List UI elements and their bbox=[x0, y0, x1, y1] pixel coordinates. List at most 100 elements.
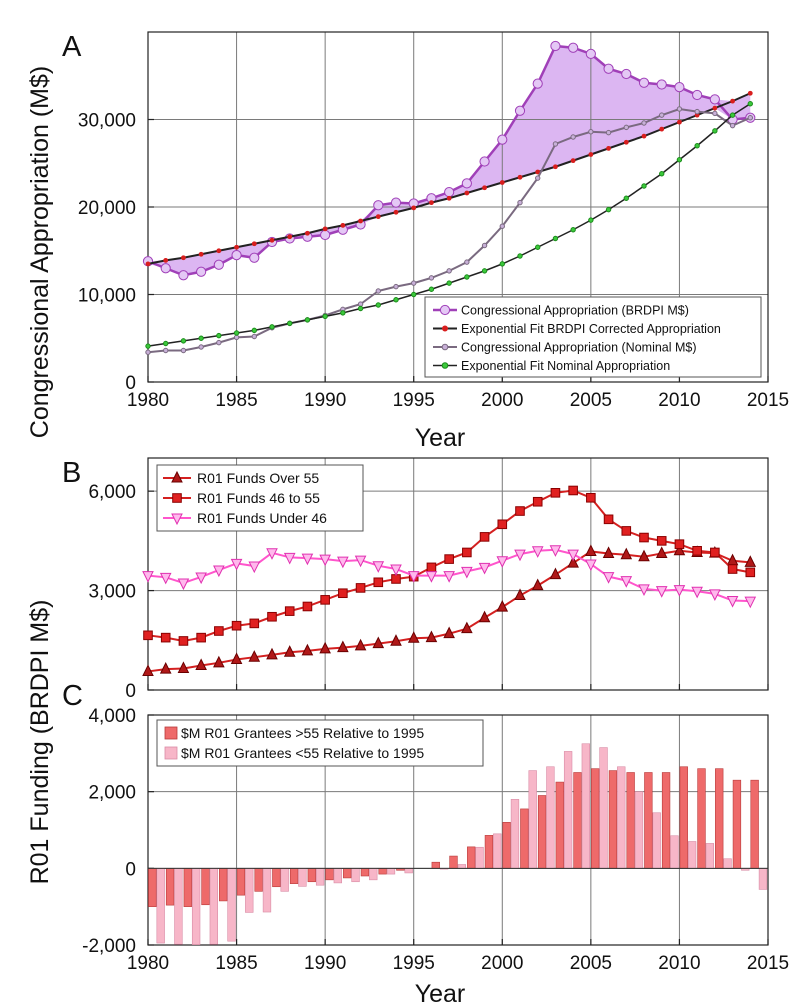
bar-c-1 bbox=[183, 868, 192, 907]
bar-c-2 bbox=[369, 868, 378, 881]
data-point-b-1 bbox=[266, 647, 278, 660]
data-point-a-1 bbox=[479, 156, 490, 167]
data-point-a-3 bbox=[375, 288, 381, 294]
data-point-a-4 bbox=[552, 235, 559, 242]
bar-c-2 bbox=[599, 747, 608, 869]
x-tick-label: 1990 bbox=[304, 953, 346, 974]
data-point-b-2 bbox=[426, 562, 437, 573]
data-point-b-3 bbox=[567, 549, 579, 562]
data-point-b-2 bbox=[267, 611, 277, 622]
bar-c-2 bbox=[687, 841, 697, 869]
data-point-a-4 bbox=[747, 101, 753, 107]
x-tick-label: 2010 bbox=[658, 390, 700, 411]
data-point-a-4 bbox=[464, 274, 470, 280]
x-tick-label: 2000 bbox=[481, 390, 523, 411]
legend-marker-b-1 bbox=[171, 470, 183, 483]
data-point-a-2 bbox=[429, 200, 434, 206]
data-point-a-1 bbox=[638, 77, 650, 88]
data-point-a-3 bbox=[446, 268, 452, 274]
y-tick-label: 6,000 bbox=[88, 482, 136, 503]
x-tick-label: 1980 bbox=[127, 953, 169, 974]
data-point-b-3 bbox=[443, 571, 455, 583]
data-point-a-2 bbox=[358, 218, 363, 224]
data-point-a-2 bbox=[163, 257, 169, 263]
bar-c-2 bbox=[705, 843, 714, 869]
data-point-b-1 bbox=[602, 546, 615, 558]
data-point-a-1 bbox=[585, 48, 596, 59]
data-point-a-2 bbox=[588, 152, 594, 157]
data-point-b-3 bbox=[142, 571, 154, 583]
data-point-b-1 bbox=[319, 641, 331, 654]
data-point-b-2 bbox=[532, 496, 543, 507]
data-point-a-2 bbox=[712, 105, 718, 111]
data-point-a-4 bbox=[393, 297, 399, 303]
data-point-b-2 bbox=[692, 546, 702, 556]
bar-c-1 bbox=[254, 868, 263, 892]
data-point-a-1 bbox=[444, 187, 455, 198]
bar-c-1 bbox=[165, 868, 175, 906]
data-point-a-3 bbox=[659, 112, 665, 118]
y-tick-label: 30,000 bbox=[78, 111, 136, 132]
bar-c-1 bbox=[343, 868, 352, 879]
data-point-a-3 bbox=[233, 334, 240, 341]
x-tick-label: 1980 bbox=[127, 390, 169, 411]
data-point-a-1 bbox=[603, 63, 614, 74]
data-point-a-3 bbox=[428, 275, 435, 281]
data-point-b-1 bbox=[230, 652, 243, 665]
data-point-b-2 bbox=[674, 539, 685, 549]
legend-b bbox=[156, 464, 364, 532]
data-point-b-2 bbox=[568, 485, 578, 496]
data-point-a-1 bbox=[568, 42, 579, 53]
bar-c-2 bbox=[510, 799, 520, 869]
bar-c-1 bbox=[608, 770, 618, 869]
x-tick-label: 1985 bbox=[215, 953, 257, 974]
data-point-b-3 bbox=[744, 596, 757, 609]
data-point-a-4 bbox=[340, 310, 346, 316]
data-point-a-4 bbox=[641, 183, 647, 189]
data-point-b-2 bbox=[639, 532, 649, 543]
data-point-b-2 bbox=[479, 532, 490, 542]
x-tick-label: 2005 bbox=[570, 953, 612, 974]
x-axis-title-a: Year bbox=[415, 424, 466, 452]
bar-c-1 bbox=[697, 768, 706, 869]
data-point-b-2 bbox=[727, 564, 738, 574]
bar-c-1 bbox=[573, 772, 582, 869]
data-point-b-1 bbox=[655, 546, 668, 558]
data-point-a-2 bbox=[198, 251, 204, 257]
x-tick-label: 1995 bbox=[393, 953, 435, 974]
data-point-b-1 bbox=[195, 658, 207, 670]
legend-label-b-3: R01 Funds Under 46 bbox=[197, 510, 327, 526]
y-tick-label: 20,000 bbox=[78, 198, 136, 219]
data-point-b-1 bbox=[213, 655, 225, 668]
data-point-a-4 bbox=[499, 261, 505, 267]
data-point-b-3 bbox=[301, 553, 314, 566]
data-point-b-3 bbox=[496, 556, 509, 568]
data-point-b-2 bbox=[196, 632, 206, 643]
bar-c-2 bbox=[262, 868, 272, 913]
data-point-b-3 bbox=[691, 586, 703, 599]
data-point-b-1 bbox=[301, 643, 314, 656]
y-tick-label: 0 bbox=[125, 681, 136, 702]
bar-c-2 bbox=[758, 868, 768, 890]
data-point-a-3 bbox=[747, 115, 753, 121]
data-point-a-4 bbox=[659, 171, 665, 177]
x-tick-label: 2015 bbox=[747, 953, 789, 974]
bar-c-2 bbox=[634, 791, 644, 869]
bar-c-1 bbox=[201, 868, 210, 906]
data-point-b-2 bbox=[284, 606, 295, 616]
panel-letter-a: A bbox=[62, 31, 82, 63]
data-point-a-3 bbox=[464, 259, 470, 265]
panel-a: 1980 1985 1990 1995 2000 2005 2010 2015 0 10,000 2… bbox=[62, 31, 789, 411]
x-axis-title-c: Year bbox=[415, 980, 466, 1008]
data-point-a-4 bbox=[357, 305, 364, 312]
bar-c-2 bbox=[315, 868, 325, 886]
data-point-a-4 bbox=[233, 330, 240, 336]
data-point-a-3 bbox=[198, 344, 204, 350]
data-point-a-4 bbox=[145, 343, 151, 349]
data-point-b-2 bbox=[497, 519, 508, 530]
data-point-a-4 bbox=[570, 227, 576, 233]
data-point-a-4 bbox=[729, 112, 736, 118]
data-point-a-2 bbox=[411, 205, 417, 211]
data-point-b-3 bbox=[478, 562, 491, 575]
